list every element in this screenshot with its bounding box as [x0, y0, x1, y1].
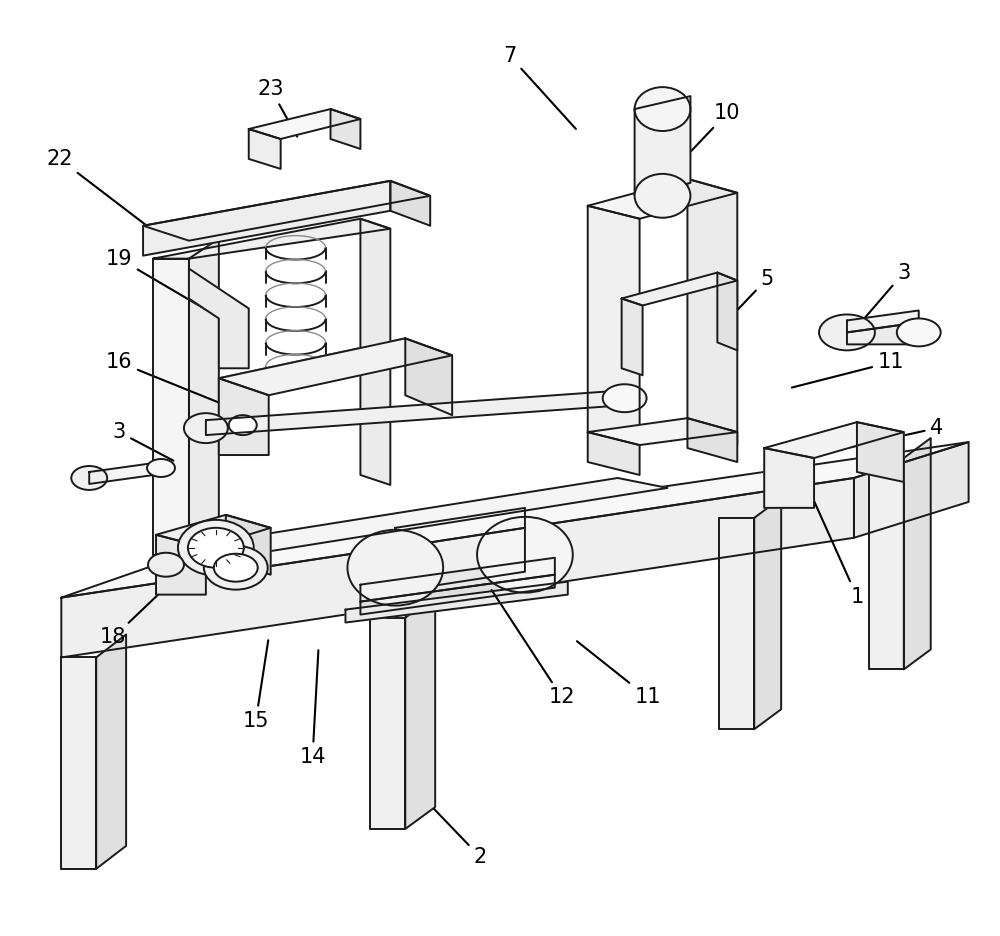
Polygon shape	[156, 534, 206, 594]
Polygon shape	[847, 322, 919, 344]
Polygon shape	[405, 597, 435, 829]
Text: 11: 11	[577, 641, 661, 708]
Polygon shape	[143, 181, 430, 241]
Text: 11: 11	[792, 352, 904, 388]
Polygon shape	[179, 548, 229, 578]
Polygon shape	[61, 478, 854, 657]
Polygon shape	[189, 239, 219, 555]
Text: 22: 22	[46, 149, 171, 244]
Polygon shape	[687, 179, 737, 446]
Polygon shape	[153, 258, 189, 555]
Polygon shape	[96, 635, 126, 869]
Ellipse shape	[635, 87, 690, 131]
Ellipse shape	[147, 459, 175, 477]
Ellipse shape	[184, 413, 228, 443]
Polygon shape	[754, 498, 781, 729]
Polygon shape	[153, 219, 390, 258]
Text: 7: 7	[503, 46, 576, 129]
Polygon shape	[588, 432, 640, 475]
Ellipse shape	[178, 519, 254, 576]
Polygon shape	[61, 657, 96, 869]
Polygon shape	[588, 206, 640, 446]
Polygon shape	[904, 438, 931, 669]
Polygon shape	[405, 339, 452, 416]
Polygon shape	[89, 462, 161, 484]
Polygon shape	[390, 181, 430, 226]
Polygon shape	[61, 442, 969, 597]
Polygon shape	[226, 515, 271, 575]
Polygon shape	[857, 422, 904, 482]
Polygon shape	[719, 518, 754, 729]
Polygon shape	[635, 96, 690, 196]
Text: 1: 1	[810, 492, 864, 607]
Ellipse shape	[477, 517, 573, 592]
Polygon shape	[179, 478, 668, 558]
Text: 19: 19	[106, 249, 213, 314]
Polygon shape	[717, 272, 737, 350]
Text: 3: 3	[863, 263, 910, 320]
Text: 23: 23	[257, 80, 297, 137]
Polygon shape	[622, 299, 643, 375]
Polygon shape	[156, 515, 271, 548]
Polygon shape	[206, 390, 625, 435]
Text: 16: 16	[106, 352, 230, 407]
Text: 2: 2	[434, 809, 487, 867]
Polygon shape	[345, 581, 568, 622]
Ellipse shape	[347, 530, 443, 606]
Text: 12: 12	[492, 590, 575, 708]
Polygon shape	[249, 129, 281, 168]
Polygon shape	[764, 448, 814, 508]
Polygon shape	[395, 528, 525, 592]
Polygon shape	[331, 110, 360, 149]
Polygon shape	[360, 575, 555, 615]
Text: 4: 4	[850, 418, 943, 447]
Ellipse shape	[603, 385, 647, 412]
Ellipse shape	[71, 466, 107, 490]
Text: 18: 18	[100, 579, 174, 648]
Polygon shape	[219, 339, 452, 395]
Ellipse shape	[229, 416, 257, 435]
Polygon shape	[869, 458, 904, 669]
Ellipse shape	[204, 546, 268, 590]
Polygon shape	[143, 181, 390, 256]
Text: 15: 15	[242, 640, 269, 731]
Polygon shape	[687, 418, 737, 462]
Text: 5: 5	[696, 269, 774, 353]
Polygon shape	[360, 558, 555, 602]
Polygon shape	[360, 219, 390, 485]
Polygon shape	[854, 442, 969, 538]
Ellipse shape	[188, 528, 244, 568]
Polygon shape	[249, 110, 360, 139]
Ellipse shape	[897, 318, 941, 346]
Polygon shape	[622, 272, 737, 305]
Ellipse shape	[635, 174, 690, 218]
Polygon shape	[189, 269, 249, 368]
Ellipse shape	[148, 553, 184, 577]
Polygon shape	[764, 422, 904, 458]
Text: 3: 3	[113, 422, 174, 461]
Polygon shape	[370, 618, 405, 829]
Polygon shape	[219, 378, 269, 455]
Text: 14: 14	[299, 651, 326, 768]
Ellipse shape	[819, 314, 875, 350]
Ellipse shape	[214, 554, 258, 581]
Polygon shape	[847, 311, 919, 332]
Text: 10: 10	[669, 103, 741, 174]
Polygon shape	[588, 179, 737, 219]
Polygon shape	[588, 418, 737, 446]
Polygon shape	[395, 508, 525, 548]
